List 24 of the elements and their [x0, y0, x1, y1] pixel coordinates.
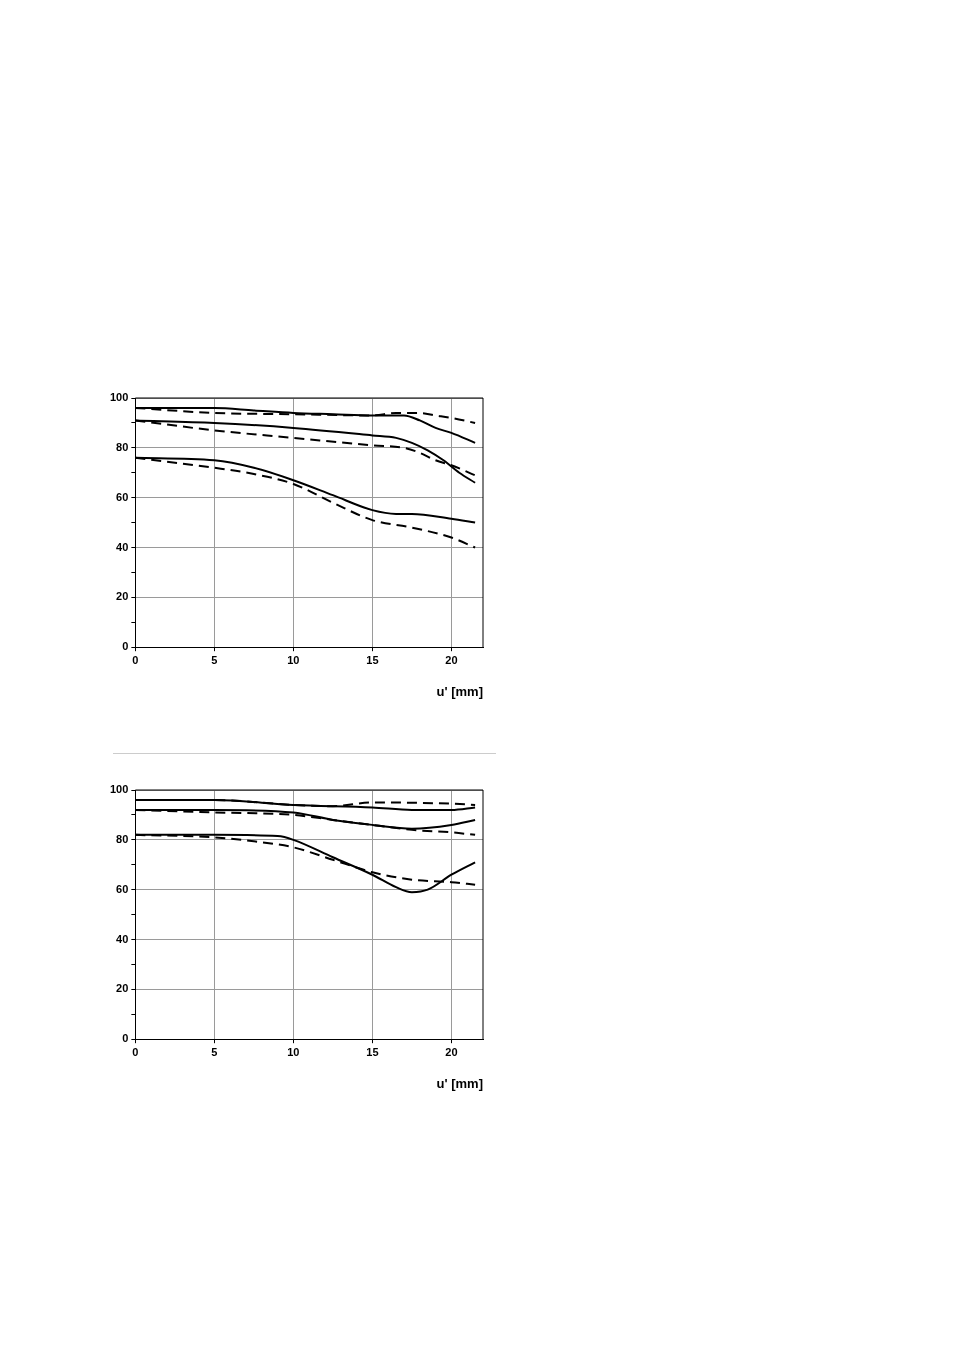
- y-tick-label: 60: [116, 490, 129, 503]
- x-tick-label: 5: [211, 653, 218, 666]
- y-tick-label: 20: [116, 982, 129, 995]
- y-tick-label: 100: [109, 391, 129, 404]
- y-tick-label: 80: [116, 440, 129, 453]
- x-tick-label: 5: [211, 1045, 218, 1058]
- x-axis-title: u' [mm]: [436, 683, 483, 699]
- x-tick-label: 0: [132, 1045, 139, 1058]
- y-tick-label: 40: [116, 540, 129, 553]
- x-axis-title: u' [mm]: [436, 1075, 483, 1091]
- x-tick-label: 15: [366, 1045, 379, 1058]
- x-tick-label: 20: [445, 1045, 458, 1058]
- x-tick-label: 15: [366, 653, 379, 666]
- y-tick-label: 20: [116, 590, 129, 603]
- y-tick-label: 60: [116, 882, 129, 895]
- x-tick-label: 0: [132, 653, 139, 666]
- y-tick-label: 80: [116, 832, 129, 845]
- y-tick-label: 0: [122, 640, 129, 653]
- y-tick-label: 0: [122, 1032, 129, 1045]
- y-tick-label: 100: [109, 783, 129, 796]
- x-tick-label: 20: [445, 653, 458, 666]
- x-tick-label: 10: [287, 653, 300, 666]
- x-tick-label: 10: [287, 1045, 300, 1058]
- y-tick-label: 40: [116, 932, 129, 945]
